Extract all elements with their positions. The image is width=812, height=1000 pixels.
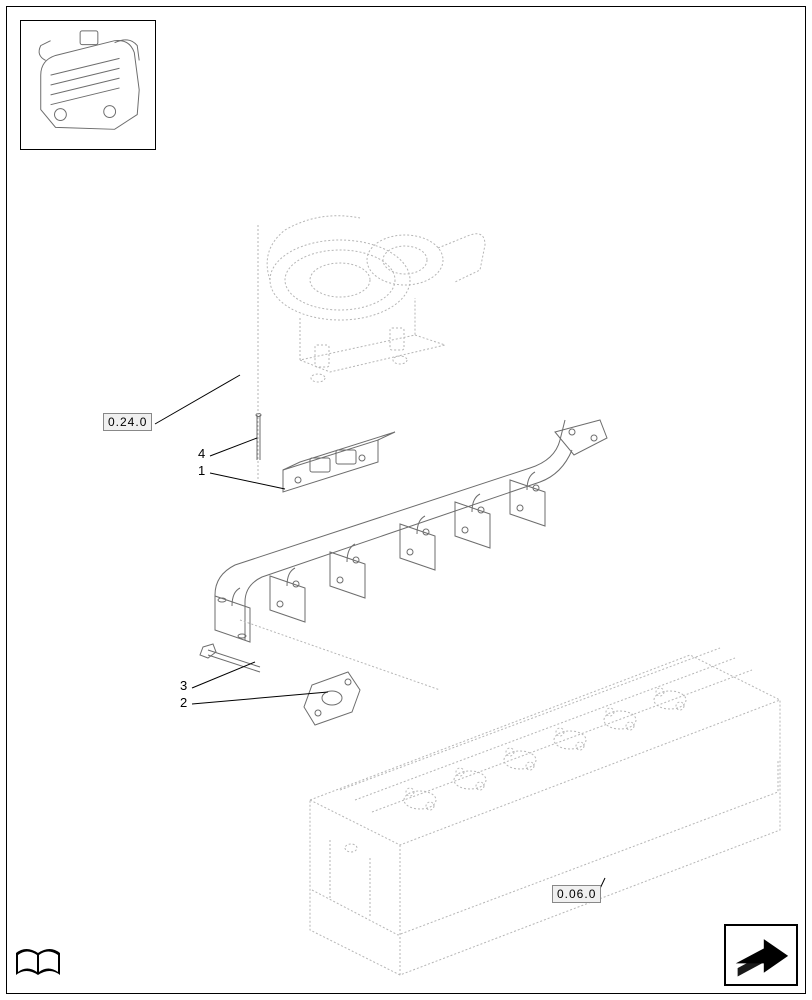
ref-0-06-0[interactable]: 0.06.0 [552, 886, 601, 901]
ref-0-24-0[interactable]: 0.24.0 [103, 414, 152, 429]
turbocharger-ghost [267, 216, 485, 382]
leader-lines [155, 375, 605, 897]
exhaust-manifold [215, 420, 607, 642]
exploded-view [0, 0, 812, 1000]
callout-2: 2 [180, 695, 187, 710]
cylinder-head-ghost [310, 648, 780, 975]
callout-1: 1 [198, 463, 205, 478]
callout-4: 4 [198, 446, 205, 461]
forward-arrow-icon[interactable] [724, 924, 798, 986]
diagram-page: 4 1 3 2 0.24.0 0.06.0 [0, 0, 812, 1000]
callout-3: 3 [180, 678, 187, 693]
open-book-icon [14, 947, 62, 986]
bolt-part [200, 644, 260, 672]
gasket-part [304, 672, 360, 725]
